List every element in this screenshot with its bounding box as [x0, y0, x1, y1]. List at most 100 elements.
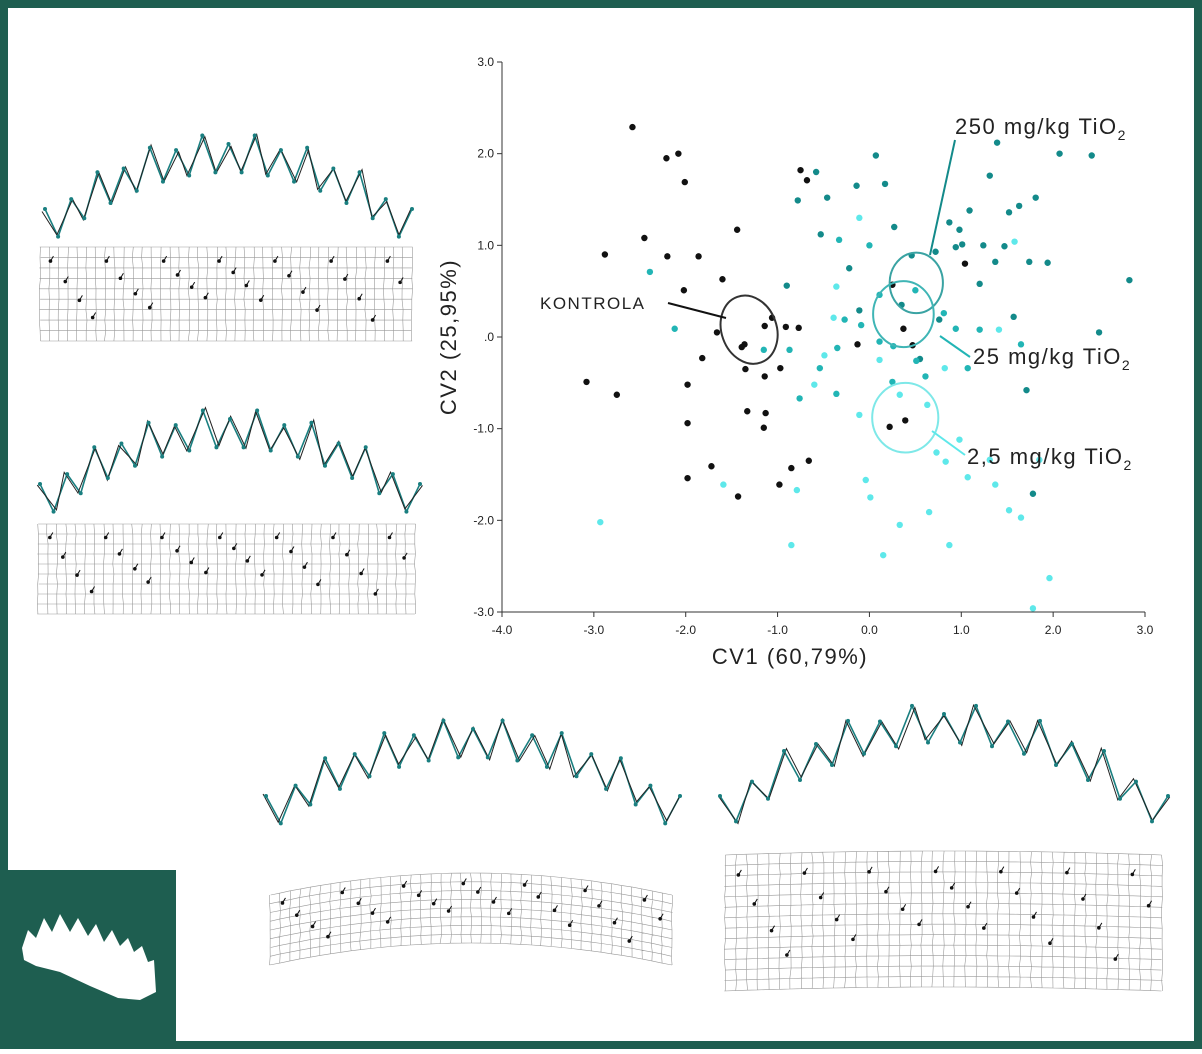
point: [776, 481, 783, 488]
landmark: [292, 179, 297, 184]
grid-vector: [1114, 953, 1119, 960]
point: [936, 316, 943, 323]
grid-vector: [820, 892, 825, 898]
grid-vector: [288, 270, 293, 277]
grid-vector: [983, 922, 988, 929]
grid-vector: [852, 934, 857, 940]
landmark: [942, 712, 946, 716]
confidence-ellipse: [888, 251, 944, 315]
grid-vector: [643, 894, 648, 901]
point: [601, 251, 609, 258]
grid-vector: [232, 267, 237, 273]
grid-vector: [786, 949, 791, 956]
grid-vector: [317, 579, 322, 585]
grid-vector: [191, 281, 196, 288]
grid-vector: [276, 532, 281, 538]
point: [922, 373, 929, 380]
point: [966, 207, 973, 214]
point: [1001, 243, 1008, 250]
point: [872, 152, 880, 159]
point: [803, 177, 811, 184]
grid-vector: [78, 295, 83, 301]
grid-vector: [935, 866, 940, 872]
grid-vector: [554, 905, 558, 911]
landmark: [278, 821, 283, 826]
grid-vector: [598, 900, 603, 907]
landmark: [894, 744, 898, 749]
point: [684, 381, 691, 388]
point: [1056, 150, 1063, 157]
landmark: [411, 733, 416, 738]
landmark: [160, 179, 165, 184]
grid-vector: [418, 890, 423, 896]
point: [738, 343, 745, 351]
point: [1005, 209, 1013, 216]
landmark: [173, 423, 178, 428]
point: [1029, 490, 1037, 497]
grid-vector: [219, 532, 224, 538]
landmark: [1118, 796, 1122, 801]
grid-vector: [49, 532, 54, 538]
grid-vector: [177, 269, 181, 276]
landmark: [663, 821, 668, 826]
grid-vector: [358, 293, 363, 299]
grid-vector: [360, 568, 365, 574]
point: [823, 194, 831, 201]
grid-vector: [190, 557, 195, 563]
landmark: [309, 420, 314, 425]
landmark: [396, 234, 401, 239]
grid-vector: [508, 908, 513, 914]
landmark: [633, 802, 638, 807]
point: [866, 242, 873, 249]
grid-vector: [282, 897, 286, 904]
x-tick-label: -2.0: [675, 623, 696, 637]
point: [961, 260, 969, 267]
grid-vector: [659, 913, 664, 920]
grid-vector: [1000, 866, 1005, 872]
grid-vector: [537, 891, 542, 898]
point: [993, 139, 1001, 146]
point: [664, 253, 671, 260]
point: [912, 287, 919, 294]
landmark: [350, 475, 355, 480]
grid-vector: [344, 273, 349, 280]
grid-vector: [327, 931, 332, 937]
point: [834, 344, 841, 352]
grid-vector: [246, 555, 251, 562]
landmark: [213, 170, 218, 175]
point: [794, 197, 801, 204]
scatter-chart: -4.0 -3.0 -2.0 -1.0 0.0 1.0 2.0 3.0 3.0 2.0 1.0 .0 -…: [436, 55, 1154, 669]
point: [833, 283, 840, 290]
landmark: [830, 763, 834, 767]
landmark: [1150, 819, 1154, 824]
landmark: [174, 148, 179, 153]
point: [821, 352, 828, 359]
landmark: [323, 756, 328, 761]
landmark: [318, 188, 323, 193]
annotation-text: 2,5 mg/kg TiO: [967, 444, 1123, 469]
grid-vector: [737, 869, 742, 876]
landmark: [485, 755, 490, 760]
annotation-subscript: 2: [1118, 127, 1127, 143]
point: [925, 508, 933, 516]
point: [980, 242, 987, 249]
grid-vector: [274, 255, 279, 262]
landmark: [200, 133, 205, 138]
point: [891, 223, 898, 231]
annotation-label: 25 mg/kg TiO2: [973, 344, 1131, 373]
grid-vector: [403, 880, 408, 887]
landmark: [678, 794, 682, 798]
point: [942, 458, 949, 465]
point: [830, 314, 837, 321]
point: [959, 241, 966, 248]
landmark: [323, 463, 327, 468]
landmark: [357, 170, 362, 175]
point: [1095, 329, 1103, 336]
grid-vector: [290, 546, 295, 552]
grid-vector: [245, 280, 250, 286]
grid-vector: [951, 882, 956, 889]
landmark: [559, 731, 564, 736]
point: [986, 456, 993, 464]
grid-vector: [902, 903, 907, 910]
landmark: [255, 408, 260, 413]
